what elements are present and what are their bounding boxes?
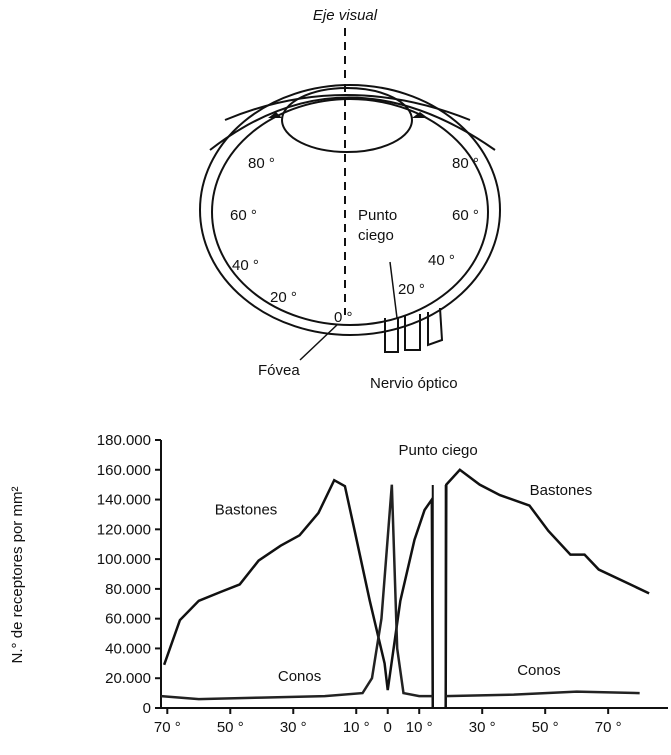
label: 20 °: [270, 289, 297, 306]
leader: [390, 262, 397, 318]
label: Eje visual: [313, 7, 378, 24]
label: 80 °: [248, 155, 275, 172]
label: 0 °: [334, 309, 353, 326]
x-tick-label: 0: [384, 719, 392, 736]
y-tick-label: 140.000: [97, 492, 151, 509]
x-tick-label: 10 °: [406, 719, 433, 736]
eye-diagram: Eje visual 80 ° 60 ° 40 ° 20 ° 0 ° 80 ° …: [200, 7, 500, 392]
y-tick-label: 100.000: [97, 551, 151, 568]
page: Eje visual 80 ° 60 ° 40 ° 20 ° 0 ° 80 ° …: [0, 0, 671, 750]
x-tick-label: 70 °: [595, 719, 622, 736]
ciliary: [268, 112, 428, 118]
label: 40 °: [232, 257, 259, 274]
label: Nervio óptico: [370, 375, 458, 392]
x-tick-label: 50 °: [532, 719, 559, 736]
x-tick-label: 50 °: [217, 719, 244, 736]
annotation: Bastones: [530, 482, 593, 499]
label: 60 °: [230, 207, 257, 224]
label: Punto: [358, 207, 397, 224]
label: 80 °: [452, 155, 479, 172]
label: 60 °: [452, 207, 479, 224]
x-tick-label: 30 °: [280, 719, 307, 736]
x-tick-label: 30 °: [469, 719, 496, 736]
x-tick-label: 10 °: [343, 719, 370, 736]
y-tick-label: 40.000: [105, 640, 151, 657]
cornea: [210, 98, 495, 151]
annotation: Punto ciego: [399, 442, 478, 459]
y-tick-label: 180.000: [97, 432, 151, 449]
label: Fóvea: [258, 362, 300, 379]
figure: Eje visual 80 ° 60 ° 40 ° 20 ° 0 ° 80 ° …: [0, 0, 671, 750]
y-axis-label: N.° de receptores por mm²: [9, 487, 26, 664]
y-tick-label: 120.000: [97, 521, 151, 538]
annotation: Bastones: [215, 501, 278, 518]
y-tick-label: 20.000: [105, 670, 151, 687]
y-tick-label: 60.000: [105, 611, 151, 628]
y-tick-label: 80.000: [105, 581, 151, 598]
annotation: Conos: [517, 662, 560, 679]
annotation: Conos: [278, 668, 321, 685]
label: 40 °: [428, 252, 455, 269]
label: ciego: [358, 227, 394, 244]
x-tick-label: 70 °: [154, 719, 181, 736]
label: 20 °: [398, 281, 425, 298]
y-tick-label: 160.000: [97, 462, 151, 479]
y-tick-label: 0: [143, 700, 151, 717]
